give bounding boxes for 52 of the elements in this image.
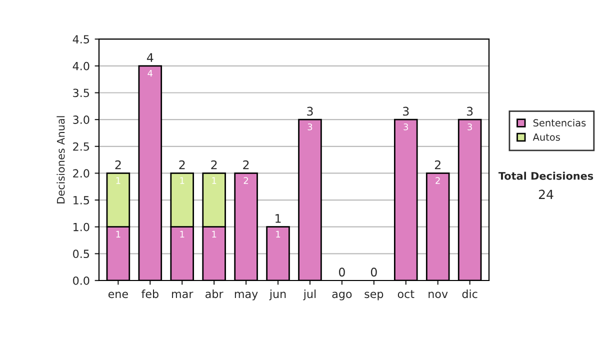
y-tick-label: 2.5	[73, 142, 89, 151]
total-label: 4	[146, 53, 154, 62]
total-label: 2	[243, 160, 249, 170]
data-label: 1	[116, 230, 120, 238]
data-label: 1	[180, 230, 184, 238]
x-tick-label: sep	[364, 292, 384, 300]
data-label: 1	[212, 177, 216, 184]
x-tick-label: dic	[462, 290, 478, 298]
total-label: 2	[434, 160, 440, 170]
x-tick-label: ene	[108, 292, 128, 298]
y-tick-label: 0.5	[73, 250, 89, 258]
total-label: 0	[338, 268, 345, 277]
data-label: 1	[116, 177, 120, 184]
y-tick-label: 1.5	[74, 196, 89, 204]
x-tick-label: ago	[332, 292, 352, 300]
x-tick-label: feb	[142, 290, 158, 298]
data-label: 4	[148, 70, 153, 77]
data-label: 3	[468, 123, 472, 130]
data-label: 3	[308, 123, 312, 130]
x-tick-label: mar	[172, 292, 194, 298]
y-tick-label: 3.5	[73, 88, 89, 98]
data-label: 1	[180, 177, 184, 184]
x-tick-label: jun	[269, 290, 286, 300]
y-axis-title: Decisiones Anual	[56, 116, 65, 204]
x-tick-label: nov	[428, 292, 448, 298]
total-label: 2	[211, 160, 217, 170]
x-tick-label: abr	[206, 290, 224, 298]
text: 24	[538, 190, 554, 199]
x-tick-label: jul	[303, 290, 316, 300]
total-label: 1	[276, 214, 281, 223]
data-label: 1	[212, 230, 216, 238]
y-tick-label: 4.0	[72, 62, 90, 70]
data-label: 2	[244, 177, 248, 184]
text: Total Decisiones	[498, 172, 594, 180]
y-tick-label: 3.0	[73, 116, 90, 124]
legend-label: Autos	[532, 134, 560, 141]
total-label: 3	[307, 106, 313, 116]
x-tick-label: may	[234, 292, 258, 300]
x-tick-label: oct	[398, 290, 414, 298]
y-tick-label: 2.0	[73, 169, 90, 178]
data-label: 1	[276, 230, 280, 238]
total-label: 0	[370, 268, 377, 277]
total-label: 2	[115, 160, 121, 170]
total-label: 3	[466, 106, 473, 116]
y-tick-label: 1.0	[74, 222, 90, 232]
total-label: 2	[179, 160, 185, 170]
legend-label: Sentencias	[533, 118, 586, 127]
y-tick-label: 0.0	[73, 276, 90, 285]
y-tick-label: 4.5	[72, 35, 89, 44]
total-label: 3	[403, 106, 409, 116]
data-label: 2	[436, 177, 440, 184]
data-label: 3	[404, 123, 408, 130]
